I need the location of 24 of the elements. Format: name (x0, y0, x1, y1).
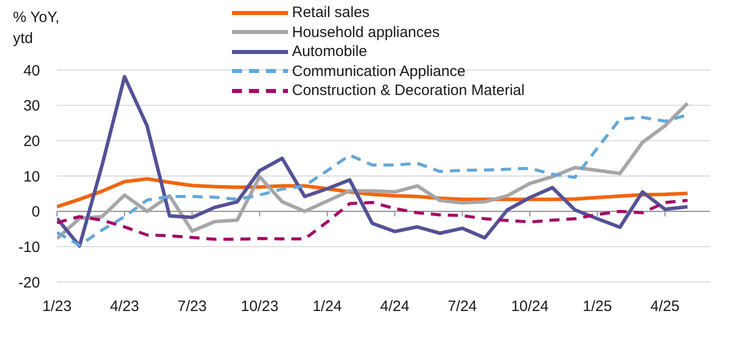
y-tick-label: 10 (23, 168, 40, 186)
legend-label: Communication Appliance (292, 62, 466, 81)
x-tick-label: 1/24 (312, 298, 342, 315)
y-axis-title: % YoY, ytd (13, 8, 60, 49)
x-tick-label: 10/23 (240, 298, 278, 315)
y-tick-label: -10 (18, 238, 40, 256)
y-tick-label: -20 (18, 274, 40, 292)
legend-label: Automobile (292, 42, 368, 62)
legend-label: Household appliances (292, 22, 440, 42)
y-tick-label: 40 (23, 62, 40, 80)
line-series (57, 198, 689, 241)
x-tick-label: 1/25 (582, 298, 612, 315)
y-tick-label: 20 (23, 132, 40, 150)
x-tick-label: 4/23 (110, 298, 140, 315)
y-tick-label: 30 (23, 98, 40, 115)
legend-label: Construction & Decoration Material (292, 81, 525, 100)
legend-label: Retail sales (292, 3, 370, 22)
x-tick-label: 7/24 (448, 298, 477, 315)
x-tick-label: 10/24 (511, 298, 549, 315)
y-tick-label: 0 (32, 204, 40, 221)
x-tick-label: 1/23 (42, 298, 72, 315)
x-tick-label: 4/25 (650, 298, 680, 315)
x-tick-label: 7/23 (178, 298, 207, 315)
x-tick-label: 4/24 (380, 298, 410, 315)
